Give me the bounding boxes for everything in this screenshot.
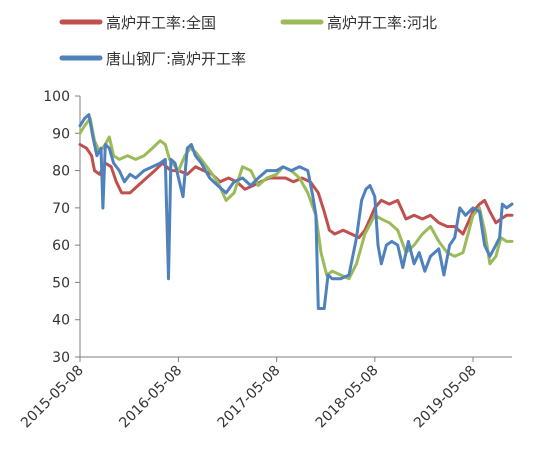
legend-entry-tangshan[interactable]: 唐山钢厂:高炉开工率 <box>59 50 246 68</box>
y-tick-label: 50 <box>52 275 70 291</box>
chart-legend: 高炉开工率:全国 高炉开工率:河北 唐山钢厂:高炉开工率 <box>59 14 437 68</box>
x-tick-label: 2018-05-08 <box>313 363 382 432</box>
y-tick-label: 30 <box>52 350 70 366</box>
y-tick-label: 60 <box>52 238 70 254</box>
x-tick-label: 2016-05-08 <box>116 363 185 432</box>
legend-label-national: 高炉开工率:全国 <box>106 14 216 32</box>
y-tick-label: 90 <box>52 126 70 142</box>
y-axis-ticks: 30 40 50 60 70 80 90 100 <box>43 89 80 366</box>
series-line-national <box>78 143 514 240</box>
legend-entry-national[interactable]: 高炉开工率:全国 <box>59 14 216 32</box>
y-tick-label: 40 <box>52 313 70 329</box>
series-line-tangshan <box>78 113 514 310</box>
legend-entry-hebei[interactable]: 高炉开工率:河北 <box>280 14 437 32</box>
x-tick-label: 2017-05-08 <box>215 363 284 432</box>
plot-area <box>78 113 514 310</box>
y-tick-label: 70 <box>52 201 70 217</box>
legend-label-tangshan: 唐山钢厂:高炉开工率 <box>106 50 246 68</box>
x-axis-ticks: 2015-05-08 2016-05-08 2017-05-08 2018-05-08… <box>18 357 480 431</box>
y-tick-label: 80 <box>52 164 70 180</box>
x-tick-label: 2019-05-08 <box>411 363 480 432</box>
y-tick-label: 100 <box>43 89 70 105</box>
x-tick-label: 2015-05-08 <box>18 363 87 432</box>
legend-label-hebei: 高炉开工率:河北 <box>327 14 437 32</box>
